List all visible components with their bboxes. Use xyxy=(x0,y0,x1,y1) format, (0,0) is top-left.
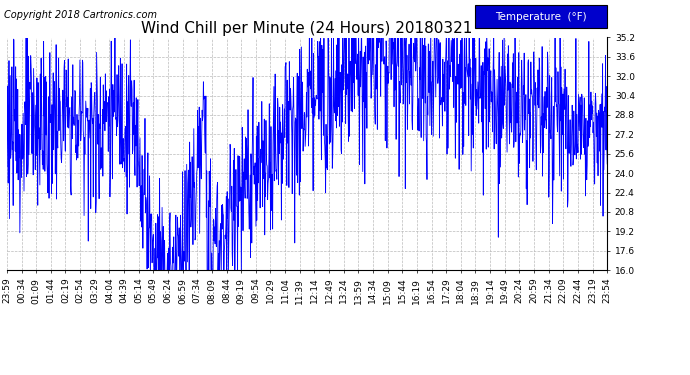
Title: Wind Chill per Minute (24 Hours) 20180321: Wind Chill per Minute (24 Hours) 2018032… xyxy=(141,21,473,36)
FancyBboxPatch shape xyxy=(475,5,607,28)
Text: Copyright 2018 Cartronics.com: Copyright 2018 Cartronics.com xyxy=(4,10,157,20)
Text: Temperature  (°F): Temperature (°F) xyxy=(495,12,587,22)
